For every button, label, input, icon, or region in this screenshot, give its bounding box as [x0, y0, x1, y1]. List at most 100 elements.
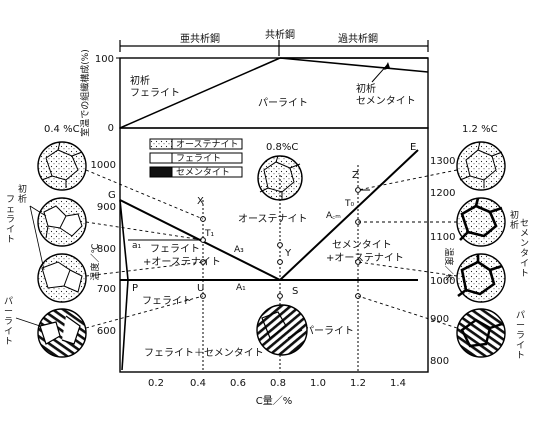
- right-side-top-2: 析: [510, 219, 519, 231]
- line-A3: A₃: [234, 245, 244, 255]
- phase-diagram-frame: [119, 127, 429, 373]
- x-tick-0.6: 0.6: [230, 378, 246, 389]
- micrograph-pearlite-middle: [256, 304, 308, 356]
- upper-y-tick-100: 100: [95, 54, 114, 65]
- left-side-bottom-2: ー: [4, 307, 13, 317]
- x-tick-1.2: 1.2: [350, 378, 366, 389]
- upper-proeutectoid-ferrite-2: フェライト: [130, 87, 180, 99]
- point-Z: Z: [352, 170, 359, 181]
- point-X: X: [197, 196, 204, 207]
- right-side-bottom-3: ラ: [516, 330, 525, 341]
- composition-right: 1.2 %C: [462, 124, 498, 135]
- reference-points: [200, 187, 361, 299]
- left-tick-700: 700: [97, 284, 116, 295]
- legend: オーステナイト フェライト セメンタイト: [149, 138, 243, 178]
- left-side-bottom-5: ト: [4, 337, 13, 347]
- left-side-top-1: 初: [18, 183, 27, 195]
- phase-region-labels: 0.8%C オーステナイト フェライト +オーステナイト セメンタイト +オース…: [142, 142, 404, 359]
- x-tick-1.4: 1.4: [390, 378, 406, 389]
- x-tick-1.0: 1.0: [310, 378, 326, 389]
- right-axis-label: 温度／K: [443, 248, 455, 282]
- point-a1: a₁: [132, 241, 142, 251]
- left-side-bottom-3: ラ: [4, 316, 13, 327]
- right-side-top-1: 初: [510, 209, 519, 221]
- right-side-bottom-4: イ: [516, 341, 525, 351]
- left-side-top-6: イ: [6, 225, 15, 235]
- hypoeutectoid-label: 亜共析鋼: [180, 32, 220, 45]
- point-labels: G P S E X U Y Z T₁ T₀ a₁ A₃ A₁ A꜀ₘ: [108, 142, 416, 297]
- upper-ylabel: 室温での組織構成(%): [79, 49, 91, 137]
- micrograph-pearlite-label: パーライト: [304, 325, 354, 337]
- region-ferrite: フェライト: [142, 295, 192, 307]
- right-side-bottom-1: パ: [516, 310, 525, 321]
- point-S: S: [292, 286, 298, 297]
- right-side-top-6: タ: [520, 248, 529, 259]
- right-side-bottom-5: ト: [516, 351, 525, 361]
- left-axis: 1000 900 800 700 600 温度／℃: [89, 160, 116, 337]
- x-tick-0.2: 0.2: [148, 378, 164, 389]
- point-E: E: [410, 142, 416, 153]
- eutectoid-label: 共析鋼: [265, 28, 295, 41]
- left-tick-900: 900: [97, 202, 116, 213]
- line-Acm: A꜀ₘ: [326, 211, 341, 221]
- right-tick-1200: 1200: [430, 188, 455, 199]
- line-A1: A₁: [236, 283, 246, 293]
- left-side-top-2: 析: [18, 193, 27, 205]
- x-tick-0.4: 0.4: [190, 378, 206, 389]
- right-side-top-7: イ: [520, 259, 529, 269]
- upper-pearlite-label: パーライト: [258, 97, 308, 109]
- region-cementite-austenite-2: +オーステナイト: [326, 252, 404, 264]
- composition-middle: 0.8%C: [266, 142, 298, 153]
- right-side-top-3: セ: [520, 218, 529, 229]
- right-tick-900: 900: [430, 314, 449, 325]
- right-side-top-8: ト: [520, 269, 529, 279]
- right-side-top-5: ン: [520, 239, 529, 249]
- point-Y: Y: [284, 248, 292, 259]
- right-tick-1100: 1100: [430, 232, 455, 243]
- left-side-top-3: フ: [6, 195, 15, 205]
- left-side-bottom-1: パ: [4, 296, 13, 307]
- region-ferrite-cementite: フェライト＋セメンタイト: [144, 347, 264, 359]
- right-side-bottom-2: ー: [516, 321, 525, 331]
- upper-proeutectoid-cementite-2: セメンタイト: [356, 95, 416, 107]
- point-T1: T₁: [204, 229, 214, 239]
- right-tick-1300: 1300: [430, 156, 455, 167]
- right-side-top-4: メ: [520, 229, 529, 239]
- x-tick-0.8: 0.8: [270, 378, 286, 389]
- right-tick-1000: 1000: [430, 276, 455, 287]
- left-tick-600: 600: [97, 326, 116, 337]
- upper-proeutectoid-cementite-1: 初析: [356, 82, 376, 95]
- upper-ylabel-text: 室温での組織構成(%): [79, 49, 91, 137]
- upper-y-tick-0: 0: [108, 123, 114, 134]
- x-axis-label: C量／%: [256, 395, 292, 407]
- legend-cementite: セメンタイト: [176, 167, 230, 178]
- micrograph-connectors: [85, 169, 458, 329]
- micrograph-austenite-left: [37, 141, 87, 191]
- right-tick-800: 800: [430, 356, 449, 367]
- left-tick-800: 800: [97, 244, 116, 255]
- legend-ferrite: フェライト: [176, 153, 221, 164]
- region-cementite-austenite-1: セメンタイト: [332, 239, 392, 251]
- region-ferrite-austenite-2: +オーステナイト: [143, 256, 221, 268]
- x-axis: 0.2 0.4 0.6 0.8 1.0 1.2 1.4 C量／%: [148, 378, 406, 407]
- hypereutectoid-label: 過共析鋼: [338, 32, 378, 45]
- micrograph-austenite-middle: [257, 155, 303, 201]
- upper-panel: 100 0 室温での組織構成(%) 初析 フェライト パーライト 初析 セメンタ…: [79, 49, 429, 137]
- upper-proeutectoid-ferrite-1: 初析: [130, 74, 150, 87]
- left-axis-label: 温度／℃: [89, 243, 101, 280]
- left-tick-1000: 1000: [91, 160, 116, 171]
- composition-left: 0.4 %C: [44, 124, 80, 135]
- point-G: G: [108, 190, 116, 201]
- point-U: U: [197, 283, 204, 294]
- region-ferrite-austenite-1: フェライト: [150, 243, 200, 255]
- legend-austenite: オーステナイト: [176, 139, 239, 150]
- region-austenite: オーステナイト: [238, 213, 308, 225]
- point-P: P: [132, 283, 138, 294]
- left-side-bottom-4: イ: [4, 327, 13, 337]
- left-side-top-4: ェ: [6, 205, 15, 215]
- side-labels: 初 析 フ ェ ラ イ ト パ ー ラ イ ト 初 析 セ メ ン タ イ ト …: [4, 183, 529, 361]
- steel-class-header: 亜共析鋼 共析鋼 過共析鋼: [119, 28, 429, 56]
- right-axis: 1300 1200 1100 1000 900 800 温度／K: [430, 156, 455, 367]
